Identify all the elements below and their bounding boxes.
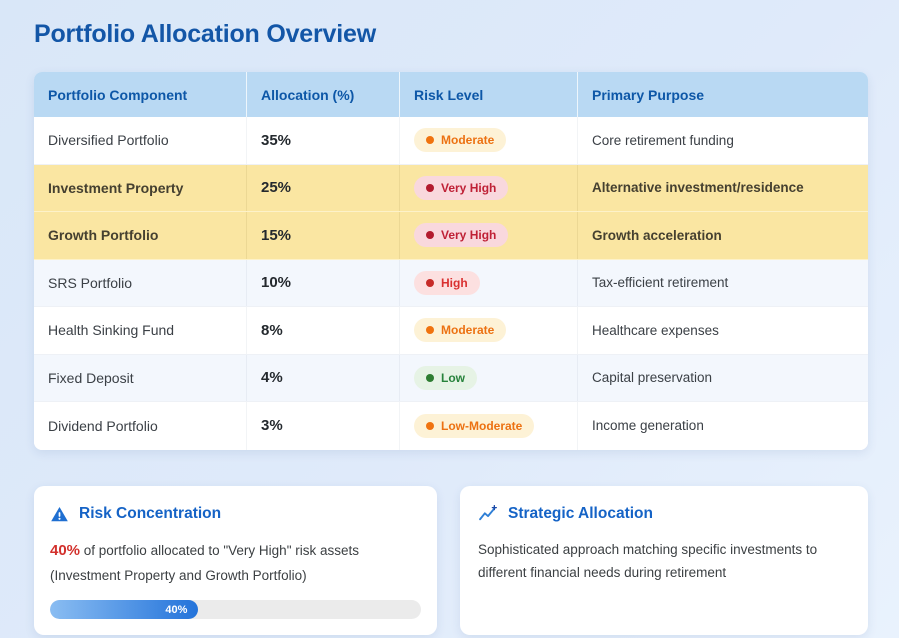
risk-label: Low (441, 370, 465, 385)
risk-card-description: 40% of portfolio allocated to "Very High… (50, 538, 421, 588)
table-row: Dividend Portfolio 3% Low-Moderate Incom… (34, 402, 868, 450)
purpose-text: Capital preservation (592, 370, 713, 386)
allocation-value: 25% (247, 164, 400, 211)
component-name: Diversified Portfolio (34, 117, 247, 164)
allocation-table: Portfolio Component Allocation (%) Risk … (34, 72, 868, 450)
risk-progress-bar: 40% (50, 600, 421, 620)
risk-cell: Very High (400, 164, 578, 211)
risk-label: Low-Moderate (441, 418, 523, 433)
table-row: Growth Portfolio 15% Very High Growth ac… (34, 212, 868, 260)
risk-label: High (441, 275, 468, 290)
risk-badge: Low-Moderate (414, 413, 535, 438)
risk-dot-icon (426, 183, 434, 192)
header-portfolio-component: Portfolio Component (34, 72, 247, 117)
table-row: Fixed Deposit 4% Low Capital preservatio… (34, 354, 868, 402)
risk-badge: Very High (414, 175, 509, 200)
purpose-text: Income generation (592, 418, 704, 434)
page-title: Portfolio Allocation Overview (34, 20, 376, 48)
risk-badge: Very High (414, 223, 509, 248)
risk-dot-icon (426, 326, 434, 335)
trending-up-sparkle-icon (479, 504, 497, 520)
risk-label: Very High (441, 180, 497, 195)
allocation-value: 10% (247, 259, 400, 306)
table-header-row: Portfolio Component Allocation (%) Risk … (34, 72, 868, 117)
warning-triangle-icon (51, 506, 68, 521)
risk-cell: Moderate (400, 307, 578, 354)
component-name: Dividend Portfolio (34, 402, 247, 450)
allocation-value: 35% (247, 117, 400, 164)
summary-cards-row: Risk Concentration 40% of portfolio allo… (34, 485, 868, 636)
risk-dot-icon (426, 421, 434, 430)
strategy-card-header: Strategic Allocation (478, 504, 848, 524)
table-row: Investment Property 25% Very High Altern… (34, 164, 868, 212)
component-name: SRS Portfolio (34, 259, 247, 306)
header-allocation: Allocation (%) (247, 72, 400, 117)
risk-cell: High (400, 259, 578, 306)
component-name: Health Sinking Fund (34, 307, 247, 354)
purpose-text: Core retirement funding (592, 132, 734, 148)
purpose-text: Healthcare expenses (592, 322, 719, 338)
risk-badge: Low (414, 365, 477, 390)
allocation-value: 3% (247, 402, 400, 450)
risk-cell: Low-Moderate (400, 402, 578, 450)
risk-dot-icon (426, 231, 434, 240)
table-row: SRS Portfolio 10% High Tax-efficient ret… (34, 259, 868, 307)
risk-dot-icon (426, 373, 434, 382)
table-row: Health Sinking Fund 8% Moderate Healthca… (34, 307, 868, 355)
risk-card-header: Risk Concentration (50, 505, 421, 524)
strategic-allocation-card: Strategic Allocation Sophisticated appro… (460, 485, 868, 636)
risk-cell: Low (400, 354, 578, 401)
risk-concentration-card: Risk Concentration 40% of portfolio allo… (34, 485, 437, 636)
component-name: Growth Portfolio (34, 212, 247, 259)
header-risk-level: Risk Level (400, 72, 578, 117)
risk-badge: High (414, 270, 480, 295)
purpose-text: Growth acceleration (592, 227, 722, 243)
header-primary-purpose: Primary Purpose (592, 86, 705, 103)
allocation-value: 8% (247, 307, 400, 354)
risk-description-text: of portfolio allocated to "Very High" ri… (50, 542, 359, 583)
risk-card-title: Risk Concentration (79, 505, 222, 522)
component-name: Investment Property (34, 164, 247, 211)
risk-label: Moderate (441, 323, 495, 338)
risk-percentage: 40% (50, 541, 81, 559)
purpose-text: Alternative investment/residence (592, 180, 804, 196)
progress-label: 40% (165, 603, 188, 616)
progress-fill: 40% (50, 600, 199, 620)
risk-label: Moderate (441, 133, 495, 148)
strategy-card-title: Strategic Allocation (508, 505, 653, 522)
strategy-card-description: Sophisticated approach matching specific… (478, 541, 818, 581)
risk-dot-icon (426, 278, 434, 287)
table-row: Diversified Portfolio 35% Moderate Core … (34, 117, 868, 165)
risk-cell: Very High (400, 212, 578, 259)
risk-badge: Moderate (414, 318, 507, 343)
risk-dot-icon (426, 136, 434, 145)
risk-label: Very High (441, 228, 497, 243)
risk-cell: Moderate (400, 117, 578, 164)
allocation-value: 15% (247, 212, 400, 259)
risk-badge: Moderate (414, 128, 507, 153)
purpose-text: Tax-efficient retirement (592, 275, 729, 291)
allocation-value: 4% (247, 354, 400, 401)
component-name: Fixed Deposit (34, 354, 247, 401)
